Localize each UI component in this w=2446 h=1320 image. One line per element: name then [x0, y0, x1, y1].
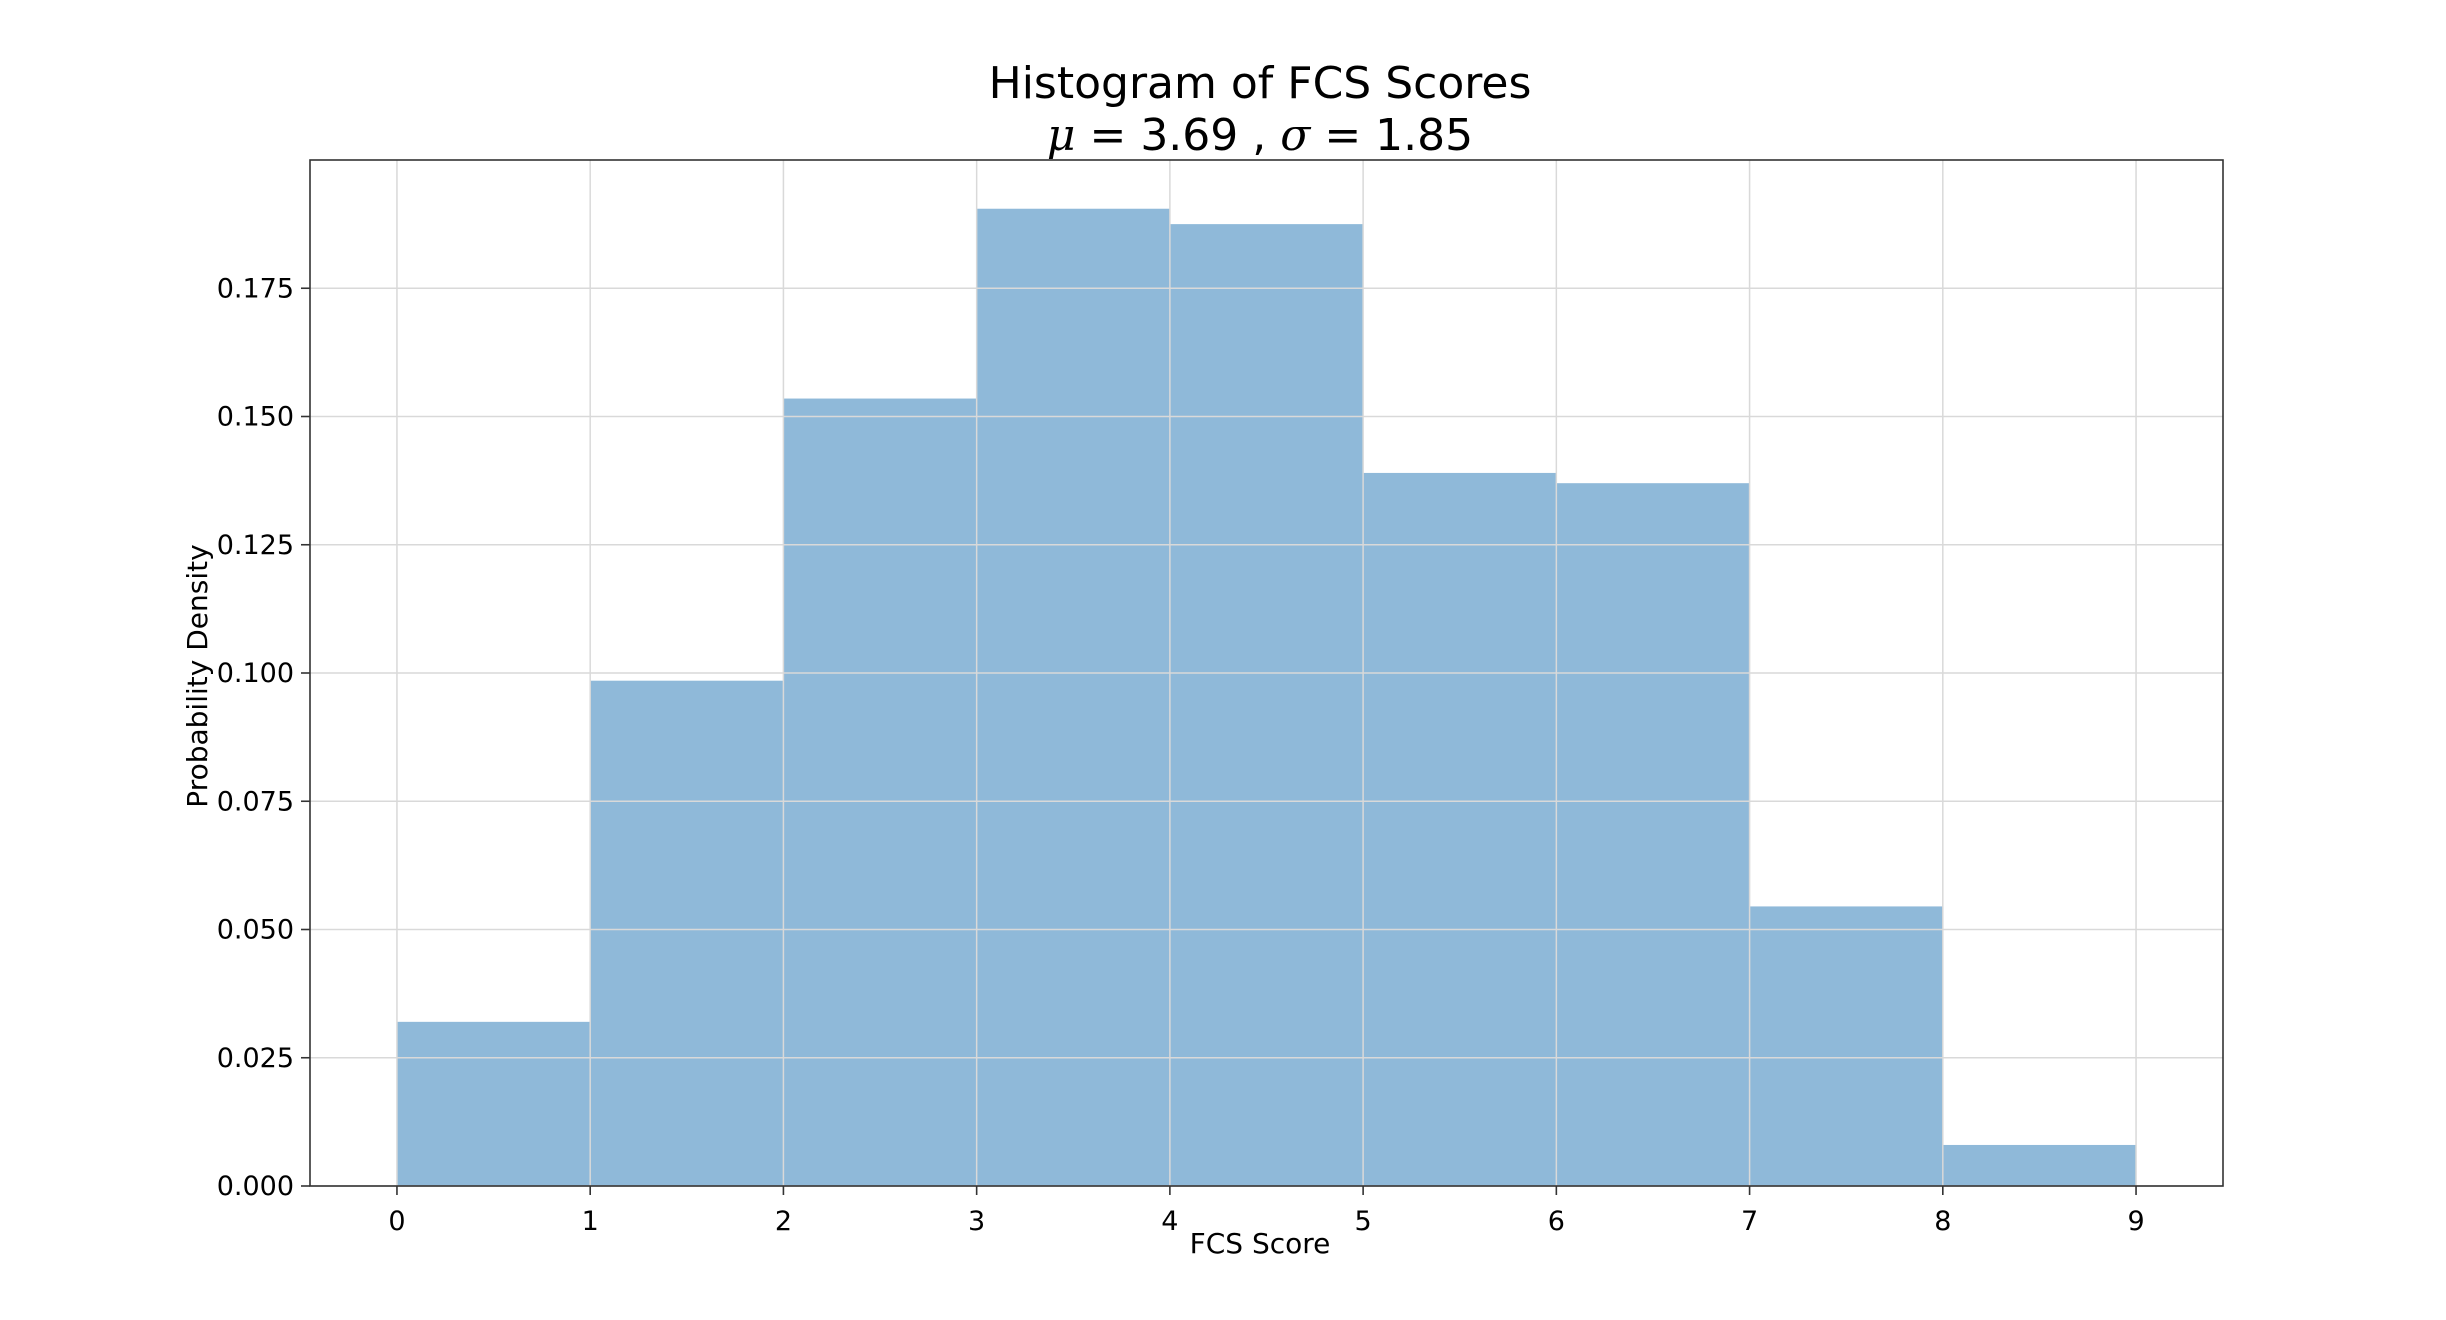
histogram-bars [396, 208, 2137, 1187]
x-axis-label: FCS Score [1190, 1227, 1331, 1260]
histogram-bar [1749, 906, 1943, 1186]
y-tick-label: 0.050 [217, 915, 294, 946]
x-tick-label: 6 [1548, 1206, 1565, 1237]
axes: 0 1 2 3 4 5 6 7 8 9 0.000 0.025 0.050 0.075 0.100 0.125… [217, 159, 2224, 1237]
chart-title: Histogram of FCS Scores [989, 58, 1532, 109]
histogram-bar [590, 680, 784, 1186]
histogram-bar [976, 208, 1170, 1187]
subtitle-sigma-value: 1.85 [1375, 110, 1473, 161]
y-axis-label: Probability Density [181, 544, 214, 807]
x-tick-label: 8 [1934, 1206, 1951, 1237]
chart-subtitle: μ = 3.69 , σ = 1.85 [1047, 110, 1473, 161]
histogram-bar [783, 398, 977, 1186]
histogram-bar [396, 1021, 591, 1186]
subtitle-sigma-symbol: σ [1280, 110, 1312, 161]
y-tick-label: 0.125 [217, 530, 294, 561]
histogram-bar [1942, 1144, 2137, 1186]
y-tick-label: 0.000 [217, 1171, 294, 1202]
x-tick-label: 4 [1161, 1206, 1178, 1237]
y-tick-label: 0.100 [217, 658, 294, 689]
x-tick-label: 3 [968, 1206, 985, 1237]
x-tick-label: 5 [1355, 1206, 1372, 1237]
y-tick-label: 0.075 [217, 786, 294, 817]
histogram-bar [1363, 472, 1557, 1186]
histogram-bar [1556, 483, 1750, 1186]
y-tick-label: 0.175 [217, 273, 294, 304]
histogram-bar [1169, 224, 1364, 1186]
x-tick-label: 0 [388, 1206, 405, 1237]
y-tick-label: 0.150 [217, 402, 294, 433]
x-tick-label: 9 [2127, 1206, 2144, 1237]
x-tick-label: 2 [775, 1206, 792, 1237]
subtitle-mu-value: 3.69 [1140, 110, 1238, 161]
subtitle-sep: , [1252, 110, 1280, 161]
y-tick-label: 0.025 [217, 1043, 294, 1074]
x-tick-label: 7 [1741, 1206, 1758, 1237]
subtitle-eq-1: = [1089, 110, 1140, 161]
subtitle-mu-symbol: μ [1047, 110, 1076, 161]
subtitle-eq-2: = [1324, 110, 1375, 161]
x-tick-label: 1 [582, 1206, 599, 1237]
